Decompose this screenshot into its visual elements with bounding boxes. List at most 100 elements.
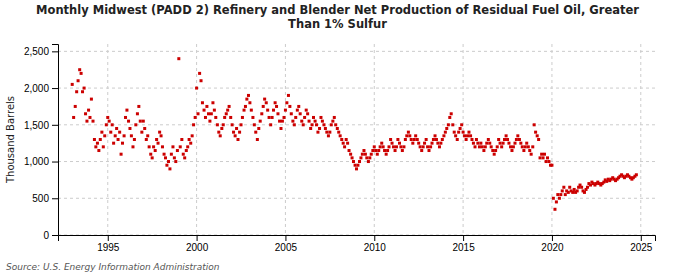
point: [290, 112, 293, 115]
point: [165, 164, 168, 167]
point: [503, 138, 506, 141]
point: [567, 191, 570, 194]
point: [309, 127, 312, 130]
point: [171, 145, 174, 148]
point: [391, 142, 394, 145]
point: [580, 186, 583, 189]
point: [558, 197, 561, 200]
point: [87, 109, 90, 112]
x-axis: 1995200020052010201520202025: [59, 235, 656, 253]
point: [213, 109, 216, 112]
point: [276, 112, 279, 115]
point: [222, 123, 225, 126]
point: [493, 153, 496, 156]
point: [283, 116, 286, 119]
point: [342, 142, 345, 145]
x-tick-mark: [197, 235, 198, 241]
point: [319, 116, 322, 119]
point: [485, 142, 488, 145]
point: [559, 193, 562, 196]
point: [158, 131, 161, 134]
point: [291, 120, 294, 123]
point: [454, 134, 457, 137]
point: [467, 131, 470, 134]
x-tick-label: 2000: [186, 242, 209, 253]
point: [545, 160, 548, 163]
y-tick-label: 2,500: [24, 46, 49, 57]
point: [186, 145, 189, 148]
point: [564, 193, 567, 196]
point: [417, 142, 420, 145]
point: [262, 105, 265, 108]
point: [105, 123, 108, 126]
point: [457, 131, 460, 134]
point: [527, 145, 530, 148]
point: [130, 134, 133, 137]
point: [312, 116, 315, 119]
point: [466, 134, 469, 137]
point: [231, 123, 234, 126]
point: [491, 149, 494, 152]
y-tick: 2,000: [24, 83, 58, 94]
point: [131, 145, 134, 148]
point: [330, 123, 333, 126]
point: [531, 145, 534, 148]
point: [479, 142, 482, 145]
point: [507, 142, 510, 145]
point: [134, 123, 137, 126]
point: [250, 109, 253, 112]
grid-line-y: [58, 88, 655, 89]
point: [635, 173, 638, 176]
grid-line-x: [551, 44, 552, 235]
point: [389, 138, 392, 141]
point: [75, 90, 78, 93]
y-tick: 1,500: [24, 120, 58, 131]
point: [244, 105, 247, 108]
point: [103, 134, 106, 137]
point: [512, 145, 515, 148]
point: [462, 131, 465, 134]
point: [203, 109, 206, 112]
point: [111, 123, 114, 126]
title-line: Monthly Midwest (PADD 2) Refinery and Bl…: [36, 3, 639, 17]
y-tick-mark: [52, 198, 58, 199]
point: [315, 123, 318, 126]
x-tick-label: 2025: [630, 242, 653, 253]
x-tick: 2020: [541, 235, 564, 253]
y-tick-label: 1,000: [24, 156, 49, 167]
point: [521, 145, 524, 148]
point: [434, 134, 437, 137]
point: [204, 116, 207, 119]
point: [288, 105, 291, 108]
point: [316, 131, 319, 134]
point: [145, 138, 148, 141]
point: [426, 145, 429, 148]
point: [348, 149, 351, 152]
source: Source: U.S. Energy Information Administ…: [6, 262, 220, 272]
point: [192, 123, 195, 126]
point: [151, 156, 154, 159]
x-tick: 2015: [452, 235, 475, 253]
point: [478, 145, 481, 148]
point: [438, 145, 441, 148]
point: [463, 134, 466, 137]
point: [263, 98, 266, 101]
point: [274, 101, 277, 104]
point: [148, 145, 151, 148]
point: [345, 138, 348, 141]
point: [436, 142, 439, 145]
point: [513, 142, 516, 145]
point: [306, 112, 309, 115]
point: [533, 123, 536, 126]
grid-line-x: [285, 44, 286, 235]
y-tick-mark: [52, 162, 58, 163]
point: [354, 164, 357, 167]
y-tick: 500: [32, 193, 58, 204]
point: [321, 120, 324, 123]
point: [219, 134, 222, 137]
grid-line-x: [107, 44, 108, 235]
point: [534, 131, 537, 134]
point: [294, 116, 297, 119]
point: [407, 131, 410, 134]
point: [217, 131, 220, 134]
